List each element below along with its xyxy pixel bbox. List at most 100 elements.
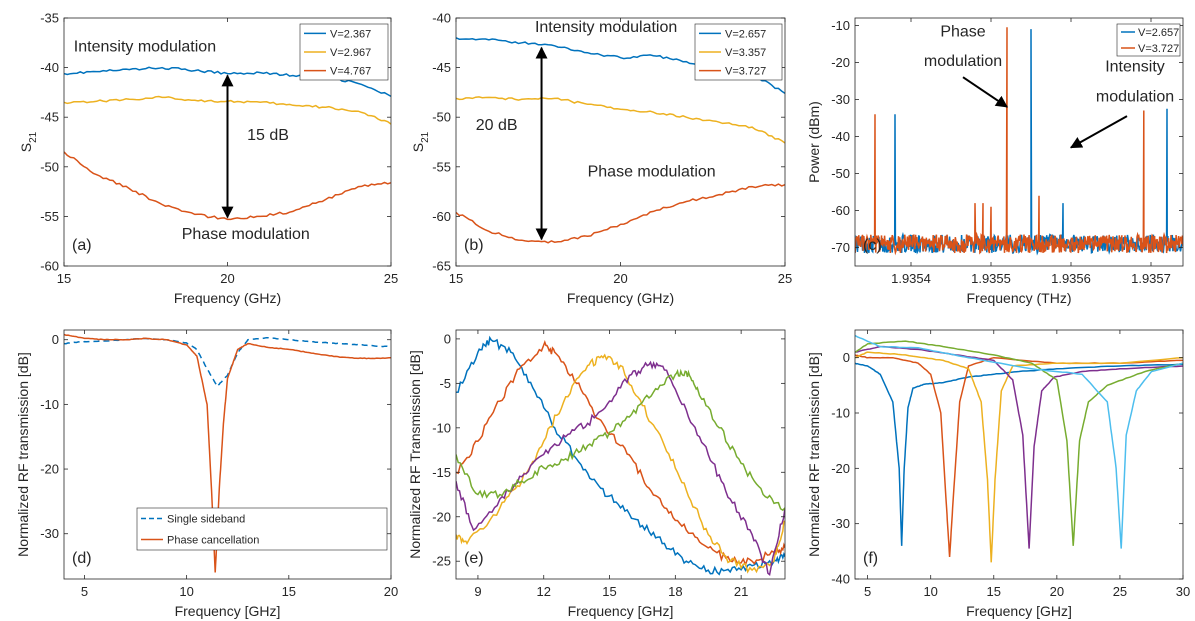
y-tick-label: -65 [432,259,451,274]
y-tick-label: -60 [432,209,451,224]
axes-frame [854,17,1184,267]
arrow [1069,115,1128,149]
y-tick-label: -60 [40,259,59,274]
series-line-trace-4 [855,345,1183,549]
legend-label: V=3.727 [725,66,766,78]
y-axis-label-subscript: 21 [28,131,39,143]
x-tick-label: 10 [923,584,937,599]
annotation: modulation [1096,88,1174,105]
panel-label: (a) [72,237,92,254]
series-line-v-4-767 [64,151,391,221]
panel-c: 1.9354 1.9355 1.9356 1.9357 -70 -60 -50 -40 -30 -… [806,17,1184,306]
y-tick-label: -15 [432,465,451,480]
x-tick-label: 1.9355 [971,271,1011,286]
y-tick-label: -10 [831,406,850,421]
x-tick-label: 12 [536,584,550,599]
series-group [855,334,1183,563]
x-axis-label: Frequency [GHz] [966,603,1072,619]
y-tick-label: -55 [40,209,59,224]
x-tick-label: 1.9354 [891,271,931,286]
x-tick-label: 1.9357 [1131,271,1171,286]
x-tick-label: 15 [282,584,296,599]
y-tick-label: -45 [40,110,59,125]
x-axis-label: Frequency [GHz] [175,603,281,619]
y-tick-label: -30 [831,92,850,107]
y-axis-label: S21 [18,131,39,152]
y-axis-label: S21 [410,131,431,152]
y-tick-label: 0 [843,350,850,365]
y-tick-label: -50 [432,110,451,125]
panel-e: 9 12 15 18 21 -25 -20 -15 -10 -5 0 Frequency [GHz] N… [407,329,786,619]
panel-f: 5 10 15 20 25 30 -40 -30 -20 -10 0 Frequency [GHz] N… [806,329,1190,619]
panel-a: 15 20 25 -60 -55 -50 -45 -40 -35 Frequency (GHz) S… [18,11,398,307]
panel-label: (e) [464,550,484,567]
series-group [456,335,785,576]
y-tick-label: -10 [432,420,451,435]
y-tick-label: -50 [831,166,850,181]
y-tick-label: -5 [439,376,451,391]
series-line-v-3-727 [855,27,1183,256]
series-line-v-3-357 [456,96,785,144]
legend-label: V=3.727 [1138,43,1179,55]
series-line-trace-3 [456,353,785,574]
panel-d: 5 10 15 20 -30 -20 -10 0 Frequency [GHz] Normaliz… [15,329,398,619]
panel-label: (c) [863,237,882,254]
x-tick-label: 30 [1176,584,1190,599]
legend-label: V=2.367 [330,28,371,40]
x-tick-label: 9 [474,584,481,599]
y-tick-label: -20 [831,55,850,70]
x-tick-label: 20 [220,271,234,286]
y-tick-label: -40 [40,60,59,75]
panel-label: (f) [863,550,878,567]
y-tick-label: -30 [831,516,850,531]
y-tick-label: -40 [432,11,451,26]
x-tick-label: 25 [384,271,398,286]
y-tick-label: -45 [432,60,451,75]
series-line-trace-2 [456,339,785,567]
y-tick-label: -10 [831,18,850,33]
y-axis-label: Normalized RF Transmission [dB] [407,350,423,559]
axes-frame [455,329,786,580]
series-line-trace-6 [855,334,1183,549]
axes-frame [854,329,1184,580]
legend-label: V=2.657 [725,28,766,40]
legend-label: V=4.767 [330,66,371,78]
y-tick-label: -55 [432,159,451,174]
series-line-trace-3 [855,351,1183,563]
y-tick-label: -30 [40,526,59,541]
x-tick-label: 21 [734,584,748,599]
x-tick-label: 15 [602,584,616,599]
legend-label: Phase cancellation [167,535,259,547]
series-line-phase-cancellation [64,333,391,573]
x-tick-label: 5 [81,584,88,599]
y-axis-label: Power (dBm) [806,101,822,183]
legend: V=2.657 V=3.357 V=3.727 [694,23,783,81]
legend: V=2.367 V=2.967 V=4.767 [299,23,389,81]
x-tick-label: 15 [57,271,71,286]
y-tick-label: 0 [444,331,451,346]
y-tick-label: -35 [40,11,59,26]
legend-label: V=3.357 [725,47,766,59]
x-tick-label: 15 [449,271,463,286]
series-line-trace-1 [855,362,1183,546]
y-tick-label: -10 [40,397,59,412]
legend-box [136,507,388,551]
series-line-trace-5 [855,340,1183,546]
annotation: Intensity [1105,59,1165,76]
series-group [64,333,391,573]
annotation: Intensity modulation [535,19,677,36]
x-axis-label: Frequency (THz) [966,290,1071,306]
y-axis-label-subscript: 21 [420,131,431,143]
axes-frame [63,329,392,580]
annotation: Phase [940,24,985,41]
x-tick-label: 1.9356 [1051,271,1091,286]
x-tick-label: 15 [987,584,1001,599]
x-axis-label: Frequency (GHz) [174,290,281,306]
y-tick-label: -70 [831,240,850,255]
y-tick-label: -40 [831,129,850,144]
x-tick-label: 5 [864,584,871,599]
series-line-trace-1 [456,335,785,576]
x-tick-label: 20 [384,584,398,599]
legend: V=2.657 V=3.727 [1116,23,1181,57]
